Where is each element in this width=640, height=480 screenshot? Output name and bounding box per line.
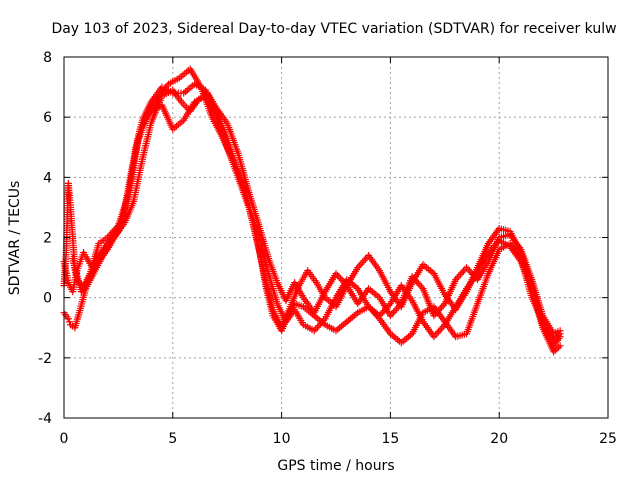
chart-title: Day 103 of 2023, Sidereal Day-to-day VTE… (51, 21, 616, 37)
data-point (377, 310, 385, 318)
data-point (396, 301, 404, 309)
data-point (413, 278, 421, 286)
data-point (341, 280, 349, 288)
data-point (318, 318, 326, 326)
data-point (433, 329, 441, 337)
data-point (315, 322, 323, 330)
data-point (332, 270, 340, 278)
y-tick-label: -2 (38, 351, 52, 367)
data-point (463, 264, 471, 272)
x-tick-label: 25 (599, 431, 617, 447)
data-point (430, 312, 438, 320)
data-point (554, 343, 562, 351)
data-point (417, 283, 425, 291)
data-point (414, 279, 422, 287)
data-point (388, 310, 396, 318)
y-tick-label: 6 (43, 110, 52, 126)
data-point (335, 273, 343, 281)
data-point (467, 269, 475, 277)
data-point (411, 276, 419, 284)
data-point (358, 258, 366, 266)
y-tick-label: -4 (38, 411, 52, 427)
data-point (458, 269, 466, 277)
axis-ticks (63, 56, 609, 419)
data-point (459, 267, 467, 275)
x-tick-label: 20 (490, 431, 508, 447)
x-axis-label: GPS time / hours (277, 458, 394, 474)
data-point (391, 307, 399, 315)
data-point (453, 274, 461, 282)
data-point (439, 322, 447, 330)
data-point (386, 312, 394, 320)
data-point (316, 320, 324, 328)
data-point (310, 327, 318, 335)
data-point (65, 318, 73, 326)
data-point (551, 346, 559, 354)
series-track-d (69, 86, 564, 338)
data-point (438, 303, 446, 311)
data-point (410, 274, 418, 282)
y-tick-label: 4 (43, 170, 52, 186)
data-point (550, 348, 558, 356)
data-point (393, 305, 401, 313)
y-tick-label: 0 (43, 291, 52, 307)
x-tick-label: 10 (273, 431, 291, 447)
data-point (436, 305, 444, 313)
data-point (338, 276, 346, 284)
series-track-c (60, 92, 564, 356)
data-point (320, 316, 328, 324)
data-point (179, 100, 187, 108)
data-point (438, 324, 446, 332)
data-points (60, 65, 564, 356)
data-point (394, 303, 402, 311)
y-axis-label: SDTVAR / TECUs (7, 181, 23, 296)
data-point (357, 260, 365, 268)
x-tick-label: 5 (168, 431, 177, 447)
data-point (376, 312, 384, 320)
data-point (435, 328, 443, 336)
data-point (469, 270, 477, 278)
data-point (355, 262, 363, 270)
data-point (466, 267, 474, 275)
data-point (360, 257, 368, 265)
y-tick-labels: -4 -2 0 2 4 6 8 (38, 50, 52, 427)
data-point (430, 333, 438, 341)
data-point (408, 273, 416, 281)
data-point (439, 301, 447, 309)
y-tick-label: 2 (43, 231, 52, 247)
data-point (464, 265, 472, 273)
data-point (433, 308, 441, 316)
data-point (416, 281, 424, 289)
data-point (431, 310, 439, 318)
data-point (313, 323, 321, 331)
data-point (553, 345, 561, 353)
data-point (354, 264, 362, 272)
x-tick-label: 15 (381, 431, 399, 447)
x-tick-labels: 0 5 10 15 20 25 (60, 431, 617, 447)
data-point (431, 331, 439, 339)
data-point (390, 308, 398, 316)
data-point (334, 271, 342, 279)
data-point (556, 342, 564, 350)
data-point (340, 278, 348, 286)
data-point (312, 325, 320, 333)
data-point (337, 275, 345, 283)
data-point (64, 315, 72, 323)
data-point (556, 333, 564, 341)
data-point (455, 272, 463, 280)
data-point (435, 307, 443, 315)
data-point (556, 327, 564, 335)
data-point (456, 270, 464, 278)
data-point (452, 276, 460, 284)
x-tick-label: 0 (60, 431, 69, 447)
y-tick-label: 8 (43, 50, 52, 66)
data-point (436, 326, 444, 334)
